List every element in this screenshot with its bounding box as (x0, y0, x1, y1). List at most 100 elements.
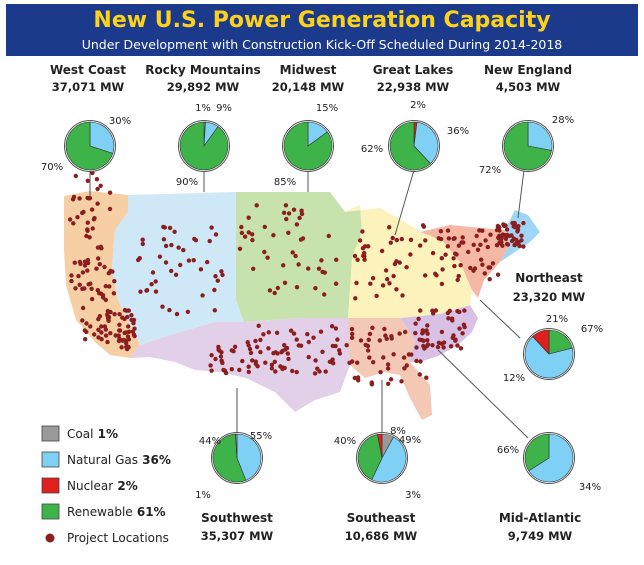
project-location-dot (71, 221, 76, 226)
project-location-dot (229, 367, 234, 372)
project-location-dot (108, 268, 113, 274)
project-location-dot (240, 358, 245, 364)
project-location-dot (397, 260, 402, 265)
project-location-dot (213, 274, 218, 279)
pie-slice-natural-gas (89, 121, 115, 154)
project-location-dot (482, 271, 487, 276)
project-location-dot (475, 247, 481, 252)
project-location-dot (220, 272, 225, 278)
project-location-dot (374, 293, 379, 299)
pie-slice-natural-gas (528, 433, 574, 483)
project-location-dot (126, 324, 131, 329)
region-shapes (64, 191, 540, 420)
project-location-dot (167, 307, 172, 313)
project-location-dot (153, 279, 158, 284)
project-location-dot (418, 359, 423, 364)
project-location-dot (480, 228, 485, 233)
project-location-dot (385, 362, 391, 367)
project-location-dot (297, 215, 302, 221)
project-location-dot (107, 284, 112, 289)
project-location-dot (399, 379, 404, 384)
region-name: Northeast (515, 271, 583, 285)
project-location-dot (69, 273, 74, 278)
project-location-dot (132, 333, 137, 339)
project-location-dot (103, 333, 109, 338)
project-location-dot (500, 243, 505, 248)
project-location-dot (89, 296, 95, 302)
project-location-dot (258, 337, 263, 343)
project-location-dot (163, 243, 169, 249)
project-location-dot (92, 332, 97, 337)
region-name: Southwest (201, 511, 273, 525)
project-location-dot (521, 244, 526, 249)
project-location-dot (129, 317, 134, 323)
project-location-dot (209, 353, 214, 358)
project-location-dot (265, 255, 270, 260)
project-location-dot (447, 308, 452, 314)
legend-swatch-natural-gas (41, 451, 60, 468)
project-location-dot (80, 210, 85, 216)
project-location-dot (95, 201, 100, 206)
project-location-dot (382, 326, 387, 332)
region-capacity: 20,148 MW (272, 80, 345, 94)
project-location-dot (446, 236, 452, 241)
project-location-dot (84, 321, 89, 326)
project-location-dot (294, 369, 299, 375)
project-location-dot (98, 291, 104, 296)
project-location-dot (306, 266, 311, 271)
project-location-dot (402, 366, 407, 371)
project-location-dot (434, 273, 439, 278)
project-location-dot (386, 381, 391, 386)
project-location-dot (404, 265, 409, 270)
project-location-dot (255, 364, 260, 369)
project-location-dot (468, 265, 473, 271)
slice-label: 2% (410, 100, 426, 111)
project-location-dot (300, 236, 306, 241)
project-location-dot (423, 238, 428, 243)
leader-line-mid-atlantic (437, 349, 529, 439)
project-location-dot (418, 243, 423, 248)
project-location-dot (213, 356, 218, 362)
project-location-dot (246, 215, 251, 220)
project-location-dot (344, 343, 349, 348)
project-location-dot (350, 359, 355, 364)
project-location-dot (269, 366, 275, 371)
project-location-dot (487, 265, 493, 270)
project-location-dot (305, 332, 310, 337)
region-mid-atlantic: Mid-Atlantic 9,749 MW 66% 34% (497, 432, 601, 543)
project-location-dot (485, 244, 490, 250)
region-capacity: 35,307 MW (201, 529, 274, 543)
project-location-dot (388, 377, 394, 382)
project-location-dot (258, 349, 263, 355)
project-location-dot (350, 331, 355, 337)
project-location-dot (371, 360, 376, 365)
project-location-dot (73, 286, 78, 291)
slice-label: 1% (195, 103, 211, 114)
project-location-dot (311, 335, 316, 340)
page-subtitle: Under Development with Construction Kick… (81, 37, 563, 52)
region-pies: West Coast 37,071 MW 30% 70% Rocky Mountains… (41, 63, 603, 543)
project-location-dot (98, 183, 103, 188)
project-location-dot (286, 356, 291, 362)
project-location-dot (391, 352, 396, 357)
project-location-dot (106, 318, 111, 323)
project-locations (67, 170, 526, 387)
slice-label: 40% (334, 436, 356, 447)
region-capacity: 23,320 MW (513, 290, 586, 304)
project-location-dot (490, 261, 496, 266)
project-location-dot (420, 331, 425, 336)
project-location-dot (121, 337, 126, 343)
project-location-dot (286, 211, 292, 216)
project-location-dot (349, 335, 355, 340)
region-shape-northeast (420, 225, 510, 298)
project-location-dot (296, 343, 301, 348)
project-location-dot (126, 337, 132, 342)
project-location-dot (356, 378, 361, 383)
leader-line-northeast (479, 299, 521, 339)
project-location-dot (413, 330, 418, 336)
project-location-dot (149, 282, 154, 287)
project-location-dot (246, 364, 251, 369)
project-location-dot (439, 281, 445, 287)
slice-label: 8% (390, 426, 406, 437)
project-location-dot (296, 262, 301, 267)
